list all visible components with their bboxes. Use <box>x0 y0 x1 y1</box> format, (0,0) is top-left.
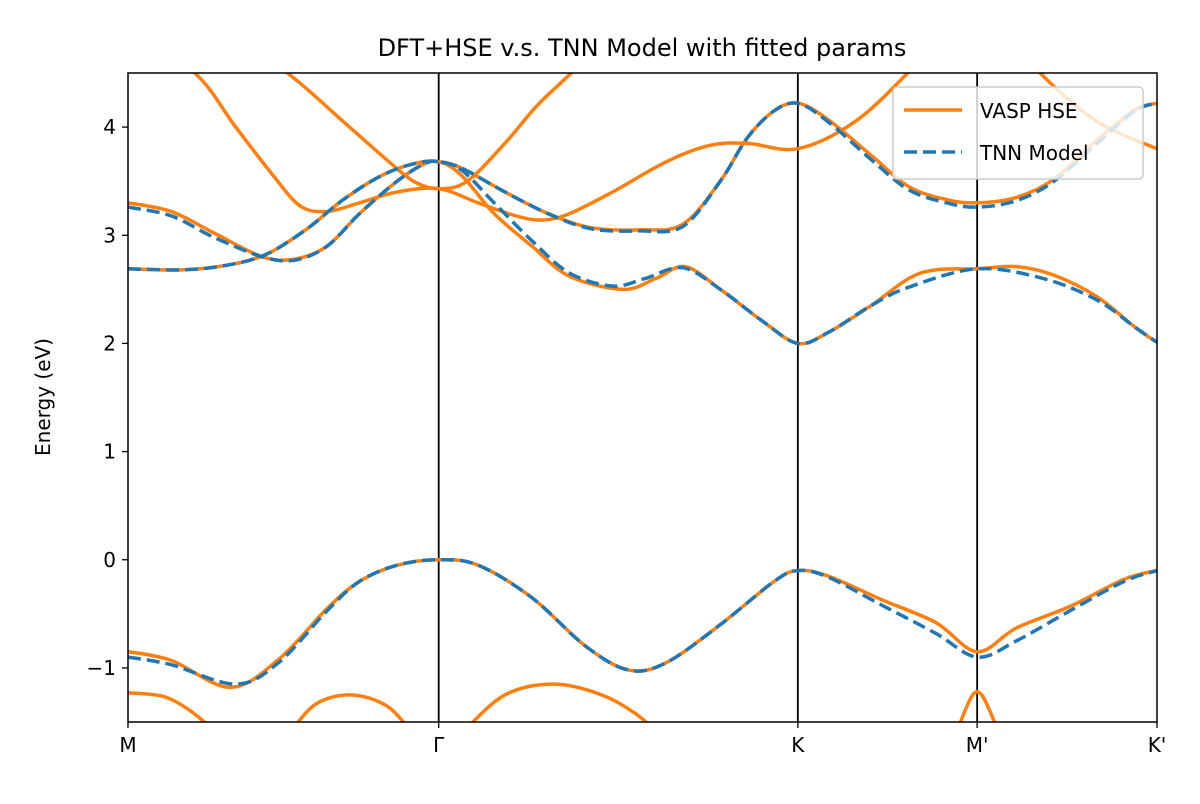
x-tick-label: K' <box>1148 733 1167 757</box>
y-tick-label: 0 <box>103 548 116 572</box>
y-tick-label: 2 <box>103 331 116 355</box>
vasp-hse-band <box>284 73 574 191</box>
y-tick-label: −1 <box>87 656 116 680</box>
vasp-hse-band <box>296 682 649 722</box>
tnn-model-band <box>128 557 1157 686</box>
x-tick-label: Γ <box>433 733 445 757</box>
legend: VASP HSE TNN Model <box>892 86 1144 180</box>
legend-label-vasp: VASP HSE <box>980 99 1078 123</box>
vasp-hse-band <box>192 73 1157 222</box>
x-axis-ticks: M Γ K M' K' <box>119 722 1166 757</box>
plot-frame <box>127 72 1158 723</box>
tnn-model-band <box>128 101 1157 263</box>
vasp-hse-band <box>958 689 997 722</box>
x-tick-label: M' <box>966 733 989 757</box>
vasp-hse-band <box>128 691 207 722</box>
legend-label-tnn: TNN Model <box>979 141 1089 165</box>
y-axis-ticks: −1 0 1 2 3 4 <box>87 115 128 680</box>
y-tick-label: 3 <box>103 223 116 247</box>
bands <box>128 73 1157 722</box>
y-tick-label: 1 <box>103 440 116 464</box>
x-tick-label: M <box>119 733 136 757</box>
y-tick-label: 4 <box>103 115 116 139</box>
y-axis-label: Energy (eV) <box>31 338 55 456</box>
chart-title: DFT+HSE v.s. TNN Model with fitted param… <box>378 34 907 62</box>
x-tick-label: K <box>791 733 805 757</box>
high-symmetry-lines <box>437 73 979 722</box>
tnn-model-band <box>128 159 1157 346</box>
vasp-hse-band <box>128 557 1157 690</box>
